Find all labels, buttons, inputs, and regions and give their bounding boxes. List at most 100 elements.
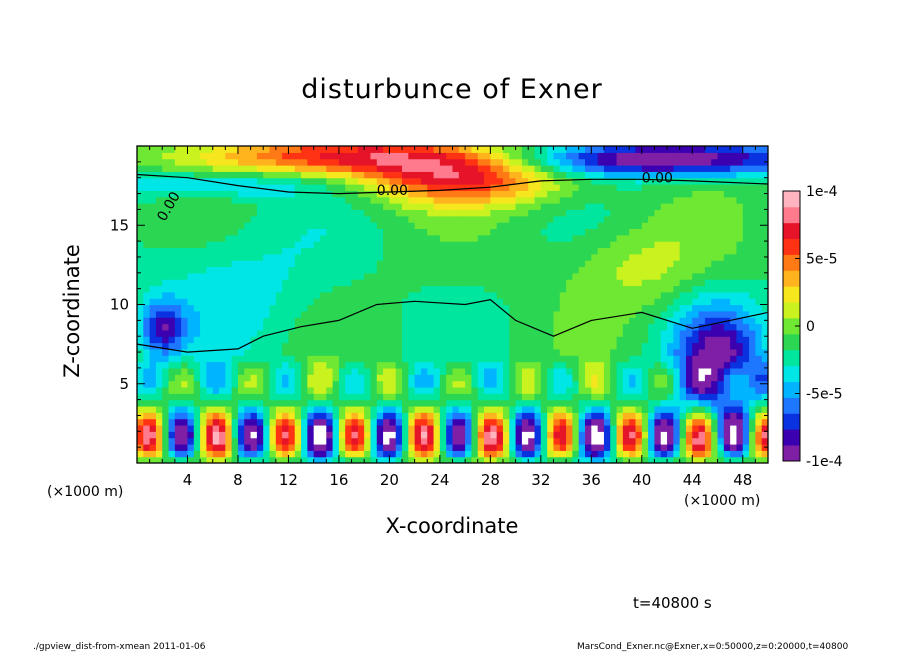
heatmap-cell xyxy=(578,234,586,242)
heatmap-cell xyxy=(231,393,239,401)
heatmap-cell xyxy=(629,228,637,236)
heatmap-cell xyxy=(269,196,277,204)
heatmap-cell xyxy=(502,329,510,337)
heatmap-cell xyxy=(667,184,674,191)
heatmap-cell xyxy=(326,399,334,407)
heatmap-cell xyxy=(553,355,561,363)
heatmap-cell xyxy=(225,380,233,388)
heatmap-cell xyxy=(225,431,233,439)
heatmap-cell xyxy=(357,355,365,363)
heatmap-cell xyxy=(547,222,555,230)
heatmap-cell xyxy=(319,386,327,394)
heatmap-cell xyxy=(237,437,245,445)
heatmap-cell xyxy=(559,177,567,185)
heatmap-cell xyxy=(313,209,321,217)
heatmap-cell xyxy=(540,247,548,255)
heatmap-cell xyxy=(408,367,416,375)
heatmap-cell xyxy=(408,209,416,217)
heatmap-cell xyxy=(383,228,390,236)
heatmap-cell xyxy=(219,241,226,249)
heatmap-cell xyxy=(250,393,258,401)
heatmap-cell xyxy=(591,266,599,274)
heatmap-cell xyxy=(496,190,504,198)
heatmap-cell xyxy=(301,443,308,451)
heatmap-cell xyxy=(673,418,681,426)
heatmap-cell xyxy=(370,209,378,217)
heatmap-cell xyxy=(439,253,447,261)
heatmap-cell xyxy=(547,317,555,325)
heatmap-cell xyxy=(351,418,359,426)
heatmap-cell xyxy=(174,336,182,344)
heatmap-cell xyxy=(402,355,409,363)
heatmap-cell xyxy=(654,431,662,439)
heatmap-cell xyxy=(502,348,510,356)
heatmap-cell xyxy=(622,367,630,375)
heatmap-cell xyxy=(616,285,624,293)
heatmap-cell xyxy=(219,310,226,318)
heatmap-cell xyxy=(269,165,277,172)
heatmap-cell xyxy=(654,266,662,274)
heatmap-cell xyxy=(288,336,296,344)
heatmap-cell xyxy=(717,355,725,363)
heatmap-cell xyxy=(294,437,302,445)
heatmap-cell xyxy=(559,298,567,306)
heatmap-cell xyxy=(155,393,163,401)
heatmap-cell xyxy=(364,443,372,451)
heatmap-cell xyxy=(730,443,738,451)
heatmap-cell xyxy=(143,209,151,217)
heatmap-cell xyxy=(654,158,662,166)
heatmap-cell xyxy=(427,291,435,299)
heatmap-cell xyxy=(622,234,630,242)
heatmap-cell xyxy=(269,146,277,153)
heatmap-cell xyxy=(137,361,144,369)
heatmap-cell xyxy=(414,317,422,325)
heatmap-cell xyxy=(313,196,321,204)
heatmap-cell xyxy=(231,367,239,375)
heatmap-cell xyxy=(370,374,378,382)
heatmap-cell xyxy=(200,342,208,350)
heatmap-cell xyxy=(263,367,271,375)
heatmap-cell xyxy=(603,361,611,369)
heatmap-cell xyxy=(572,348,580,356)
heatmap-cell xyxy=(181,336,189,344)
heatmap-cell xyxy=(345,291,353,299)
heatmap-cell xyxy=(332,146,340,153)
heatmap-cell xyxy=(736,266,744,274)
heatmap-cell xyxy=(723,165,731,172)
heatmap-cell xyxy=(559,405,567,413)
heatmap-cell xyxy=(704,418,712,426)
heatmap-cell xyxy=(603,203,611,210)
heatmap-cell xyxy=(578,298,586,306)
heatmap-cell xyxy=(212,304,220,312)
heatmap-cell xyxy=(654,361,662,369)
heatmap-cell xyxy=(622,247,630,255)
heatmap-cell xyxy=(326,209,334,217)
heatmap-cell xyxy=(219,177,226,185)
heatmap-cell xyxy=(219,393,226,401)
heatmap-cell xyxy=(635,190,643,198)
heatmap-cell xyxy=(641,222,649,230)
heatmap-cell xyxy=(193,348,201,356)
heatmap-cell xyxy=(433,291,441,299)
heatmap-cell xyxy=(603,177,611,185)
heatmap-cell xyxy=(496,329,504,337)
heatmap-cell xyxy=(692,310,700,318)
heatmap-cell xyxy=(294,424,302,432)
heatmap-cell xyxy=(521,412,529,420)
heatmap-cell xyxy=(351,323,359,331)
heatmap-cell xyxy=(219,165,226,172)
heatmap-cell xyxy=(187,437,195,445)
heatmap-cell xyxy=(383,171,390,179)
heatmap-cell xyxy=(641,348,649,356)
heatmap-cell xyxy=(420,386,428,394)
heatmap-cell xyxy=(219,184,226,191)
heatmap-cell xyxy=(515,374,523,382)
heatmap-cell xyxy=(648,443,656,451)
heatmap-cell xyxy=(755,323,763,331)
heatmap-cell xyxy=(219,158,226,166)
heatmap-cell xyxy=(610,386,618,394)
heatmap-cell xyxy=(673,203,681,210)
heatmap-cell xyxy=(742,304,750,312)
heatmap-cell xyxy=(269,234,277,242)
heatmap-cell xyxy=(458,165,466,172)
